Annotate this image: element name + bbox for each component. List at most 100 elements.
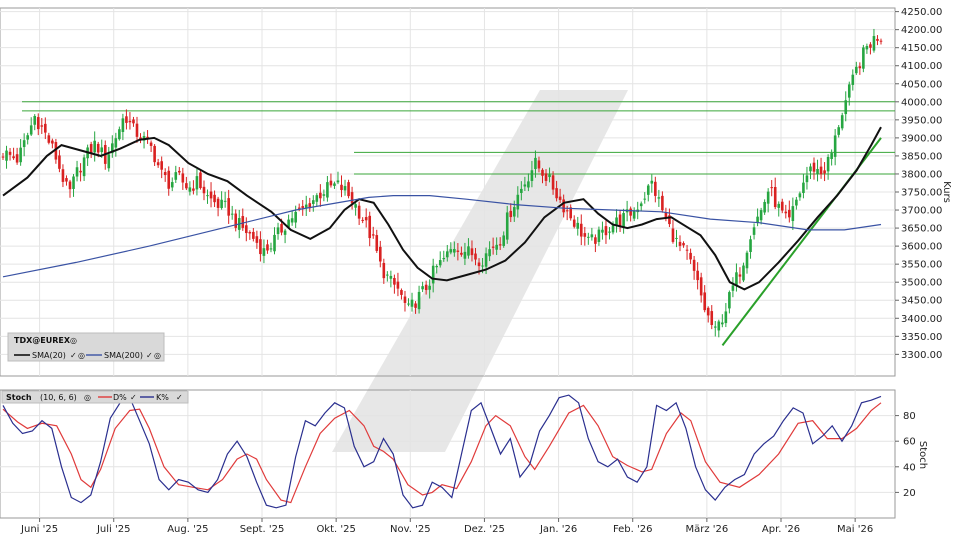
candle-up	[576, 222, 580, 229]
price-tick-label: 4150.00	[901, 43, 942, 54]
candle-up	[343, 186, 347, 191]
candle-down	[703, 292, 706, 311]
d-toggle-icon[interactable]: ✓	[130, 393, 137, 402]
stoch-settings-icon[interactable]: ◎	[84, 393, 91, 402]
candle-down	[470, 248, 474, 256]
candle-up	[745, 252, 749, 269]
candle-up	[766, 191, 770, 204]
candle-up	[749, 239, 752, 252]
candle-up	[276, 227, 280, 235]
candle-down	[234, 213, 238, 228]
d-label: D%	[113, 393, 127, 402]
candle-up	[675, 237, 678, 239]
month-tick-label: Sept. '25	[240, 524, 285, 535]
candle-down	[245, 225, 248, 234]
candle-up	[283, 230, 287, 235]
candle-down	[456, 250, 460, 252]
candle-up	[93, 140, 96, 153]
candle-up	[170, 182, 174, 188]
candle-up	[657, 197, 661, 199]
candle-down	[213, 194, 216, 203]
candle-up	[639, 203, 643, 207]
candle-down	[396, 281, 400, 289]
candle-up	[735, 272, 738, 285]
candle-down	[654, 181, 657, 196]
candle-down	[340, 184, 343, 191]
instrument-label: TDX@EUREX	[14, 336, 71, 345]
candle-up	[601, 229, 604, 233]
candle-down	[8, 151, 12, 155]
month-tick-label: Aug. '25	[167, 524, 208, 535]
candle-up	[805, 175, 809, 183]
candle-down	[192, 188, 195, 191]
candle-up	[650, 180, 654, 184]
candle-up	[597, 229, 601, 242]
candle-up	[791, 206, 795, 222]
k-label: K%	[156, 393, 169, 402]
candle-up	[223, 200, 227, 202]
candle-up	[742, 265, 745, 281]
sma200-settings-icon[interactable]: ◎	[154, 351, 161, 360]
candle-up	[643, 198, 647, 200]
candle-up	[322, 194, 326, 196]
candle-down	[153, 145, 156, 163]
sma200-toggle-icon[interactable]: ✓	[146, 351, 153, 360]
candle-up	[453, 248, 456, 253]
month-tick-label: Jan. '26	[539, 524, 577, 535]
sma200-label: SMA(200)	[104, 351, 143, 360]
candle-down	[51, 140, 54, 144]
candle-up	[520, 188, 523, 193]
stoch-k-line	[2, 394, 882, 509]
candle-down	[266, 244, 269, 251]
candle-down	[689, 252, 692, 260]
candle-up	[111, 143, 114, 154]
candle-up	[731, 285, 735, 291]
stoch-tick-label: 40	[903, 462, 916, 473]
candle-up	[311, 200, 315, 204]
k-toggle-icon[interactable]: ✓	[176, 393, 183, 402]
candle-down	[79, 170, 82, 173]
price-tick-label: 3650.00	[901, 224, 942, 235]
candle-up	[512, 207, 516, 217]
candle-down	[371, 234, 375, 236]
candle-up	[75, 167, 79, 177]
candle-up	[118, 129, 121, 140]
sma20-label: SMA(20)	[32, 351, 66, 360]
candle-up	[220, 199, 223, 209]
candle-down	[378, 246, 382, 262]
candle-up	[262, 248, 266, 256]
candle-down	[181, 173, 185, 183]
candle-down	[819, 166, 823, 175]
candle-down	[209, 191, 213, 199]
price-tick-label: 3550.00	[901, 260, 942, 271]
candle-down	[460, 252, 463, 255]
month-tick-label: Okt. '25	[316, 524, 355, 535]
price-tick-label: 4250.00	[901, 7, 942, 18]
candle-down	[280, 223, 283, 233]
price-axis-title: Kurs	[941, 181, 952, 203]
candle-up	[407, 303, 410, 305]
candle-down	[347, 182, 350, 197]
candle-up	[502, 235, 506, 246]
candle-down	[1, 156, 5, 158]
candle-down	[185, 183, 188, 189]
candle-down	[350, 192, 354, 204]
candle-down	[629, 208, 632, 216]
candle-up	[611, 225, 615, 233]
candle-down	[784, 211, 788, 214]
candle-down	[128, 120, 132, 123]
sma20-settings-icon[interactable]: ◎	[78, 351, 85, 360]
sma20-toggle-icon[interactable]: ✓	[70, 351, 77, 360]
candle-down	[89, 144, 93, 154]
candle-up	[333, 183, 336, 186]
candle-down	[167, 170, 171, 189]
candle-down	[692, 259, 696, 271]
candle-down	[551, 175, 555, 190]
candle-down	[44, 123, 47, 133]
candle-down	[58, 155, 61, 169]
candle-up	[26, 135, 29, 140]
candle-up	[195, 176, 199, 190]
month-tick-label: Juli '25	[96, 524, 131, 535]
candle-up	[721, 322, 724, 325]
instrument-settings-icon[interactable]: ◎	[70, 336, 77, 345]
